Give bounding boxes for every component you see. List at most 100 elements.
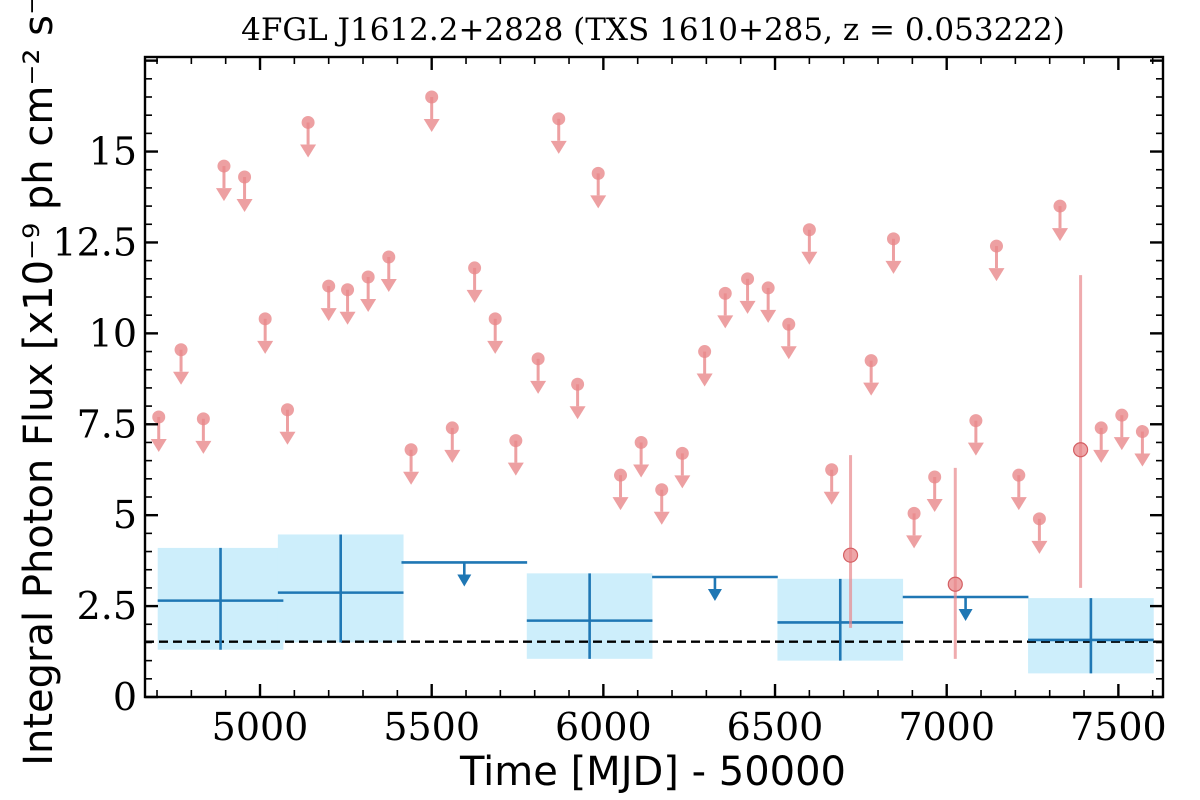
confidence-bands xyxy=(157,534,1154,674)
monthly-upper-limit-point xyxy=(1115,408,1129,422)
monthly-upper-limit-arrow xyxy=(236,199,253,212)
yearly-upper-limit-arrow xyxy=(457,574,472,587)
monthly-upper-limit-point xyxy=(445,421,459,435)
monthly-upper-limit-point xyxy=(782,317,796,331)
monthly-upper-limit-arrow xyxy=(380,279,397,292)
monthly-upper-limit-point xyxy=(361,270,375,284)
monthly-upper-limit-point xyxy=(907,506,921,520)
monthly-upper-limit-point xyxy=(886,232,900,246)
monthly-upper-limit-arrow xyxy=(1093,449,1110,463)
monthly-upper-limit-point xyxy=(217,159,231,173)
monthly-upper-limit-arrow xyxy=(466,289,483,303)
monthly-upper-limit-arrow xyxy=(195,440,212,454)
monthly-upper-limit-arrow xyxy=(1010,497,1027,511)
monthly-upper-limit-arrow xyxy=(633,464,650,478)
monthly-upper-limit-point xyxy=(301,115,315,129)
y-tick-label: 15 xyxy=(89,130,137,174)
monthly-upper-limit-arrow xyxy=(550,140,567,154)
monthly-upper-limit-point xyxy=(614,468,628,482)
monthly-upper-limit-arrow xyxy=(530,380,547,394)
monthly-upper-limit-point xyxy=(761,281,775,295)
monthly-upper-limit-arrow xyxy=(612,497,629,511)
chart-title: 4FGL J1612.2+2828 (TXS 1610+285, z = 0.0… xyxy=(241,12,1065,48)
monthly-upper-limit-arrow xyxy=(988,268,1005,282)
monthly-upper-limit-arrow xyxy=(339,311,356,325)
monthly-upper-limit-point xyxy=(425,90,439,104)
monthly-upper-limit-arrow xyxy=(1031,540,1048,554)
monthly-upper-limit-arrow xyxy=(1113,437,1130,451)
monthly-upper-limit-point xyxy=(675,446,689,460)
monthly-upper-limit-arrow xyxy=(215,188,232,202)
x-tick-label: 6500 xyxy=(727,705,824,749)
x-tick-label: 7000 xyxy=(898,705,995,749)
monthly-upper-limit-point xyxy=(280,403,294,417)
monthly-upper-limit-point xyxy=(591,166,605,180)
monthly-upper-limit-arrow xyxy=(444,449,461,463)
monthly-upper-limit-arrow xyxy=(150,439,167,452)
monthly-upper-limit-point xyxy=(552,112,566,126)
monthly-upper-limit-point xyxy=(196,412,210,426)
yearly-upper-limit-arrow xyxy=(958,609,973,621)
monthly-upper-limit-arrow xyxy=(360,299,377,312)
monthly-upper-limit-point xyxy=(1012,468,1026,482)
monthly-upper-limit-arrow xyxy=(320,308,337,322)
monthly-upper-limit-point xyxy=(382,250,396,264)
monthly-upper-limit-arrow xyxy=(590,195,607,209)
monthly-upper-limit-point xyxy=(152,410,166,424)
monthly-upper-limit-point xyxy=(989,239,1003,253)
monthly-upper-limit-point xyxy=(571,377,585,391)
monthly-upper-limit-point xyxy=(258,312,272,326)
x-tick-label: 6000 xyxy=(555,705,652,749)
y-tick-label: 10 xyxy=(89,311,137,355)
monthly-upper-limit-point xyxy=(509,434,523,448)
plot-frame xyxy=(143,55,1165,699)
monthly-detection-point xyxy=(1072,442,1089,458)
y-tick-label: 2.5 xyxy=(77,584,137,628)
monthly-upper-limit-point xyxy=(718,286,732,300)
monthly-upper-limit-arrow xyxy=(569,406,586,420)
y-tick-label: 7.5 xyxy=(77,402,137,446)
monthly-upper-limit-point xyxy=(864,354,878,368)
monthly-upper-limit-point xyxy=(1094,421,1108,435)
monthly-upper-limit-arrow xyxy=(780,346,797,360)
monthly-upper-limit-arrow xyxy=(173,371,190,385)
monthly-upper-limit-arrow xyxy=(863,382,880,396)
monthly-upper-limit-arrow xyxy=(653,511,670,525)
monthly-upper-limit-arrow xyxy=(906,535,923,549)
monthly-upper-limit-arrow xyxy=(1134,453,1151,467)
yearly-upper-limit-arrow xyxy=(707,589,722,601)
yearly-points xyxy=(157,534,1154,674)
monthly-upper-limit-arrow xyxy=(717,315,734,329)
monthly-upper-limit-point xyxy=(468,261,482,275)
monthly-upper-limit-arrow xyxy=(507,462,524,476)
x-tick-label: 7500 xyxy=(1070,705,1167,749)
monthly-upper-limit-point xyxy=(825,463,839,477)
monthly-upper-limit-point xyxy=(488,312,502,326)
monthly-upper-limit-point xyxy=(698,345,712,359)
monthly-upper-limit-arrow xyxy=(1051,228,1068,242)
x-tick-label: 5500 xyxy=(383,705,480,749)
monthly-upper-limit-point xyxy=(634,435,648,449)
monthly-upper-limit-point xyxy=(802,223,816,237)
y-axis-ticks: 0 2.5 5 7.5 10 12.5 15 xyxy=(52,59,1163,719)
monthly-upper-limit-point xyxy=(741,272,755,286)
y-axis-label: Integral Photon Flux [x10⁻⁹ ph cm⁻² s⁻¹] xyxy=(16,0,62,766)
monthly-upper-limit-arrow xyxy=(885,260,902,274)
monthly-upper-limit-arrow xyxy=(487,340,504,354)
monthly-upper-limit-point xyxy=(1032,512,1046,526)
monthly-upper-limit-point xyxy=(969,414,983,428)
monthly-upper-limit-point xyxy=(1053,199,1067,213)
monthly-upper-limit-arrow xyxy=(801,251,818,265)
monthly-upper-limit-arrow xyxy=(257,340,274,354)
monthly-upper-limit-point xyxy=(531,352,545,366)
monthly-detection-point xyxy=(947,576,963,592)
axes-frame xyxy=(143,55,1165,699)
monthly-upper-limit-arrow xyxy=(739,300,756,314)
x-tick-label: 5000 xyxy=(212,705,309,749)
monthly-upper-limit-point xyxy=(238,170,252,184)
monthly-upper-limit-arrow xyxy=(300,144,317,158)
monthly-upper-limit-point xyxy=(928,470,942,484)
x-axis-label: Time [MJD] - 50000 xyxy=(459,749,846,795)
monthly-upper-limit-arrow xyxy=(279,431,296,445)
